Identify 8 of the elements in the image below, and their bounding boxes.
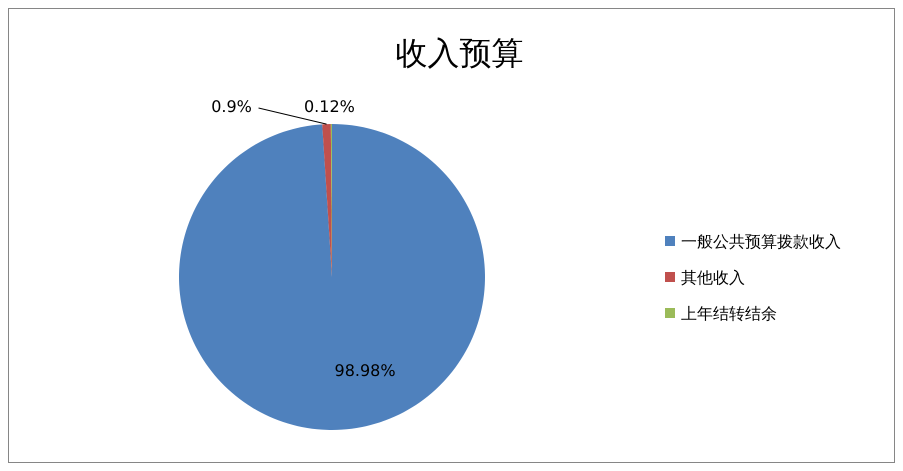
data-label: 0.12% [304, 97, 355, 116]
legend-label: 其他收入 [681, 268, 745, 287]
legend-label: 上年结转结余 [681, 304, 777, 323]
data-label: 0.9% [211, 97, 252, 116]
pie-slice [179, 124, 485, 430]
data-label: 98.98% [334, 360, 396, 380]
legend-label: 一般公共预算拨款收入 [681, 232, 841, 251]
chart-title: 收入预算 [396, 34, 524, 72]
